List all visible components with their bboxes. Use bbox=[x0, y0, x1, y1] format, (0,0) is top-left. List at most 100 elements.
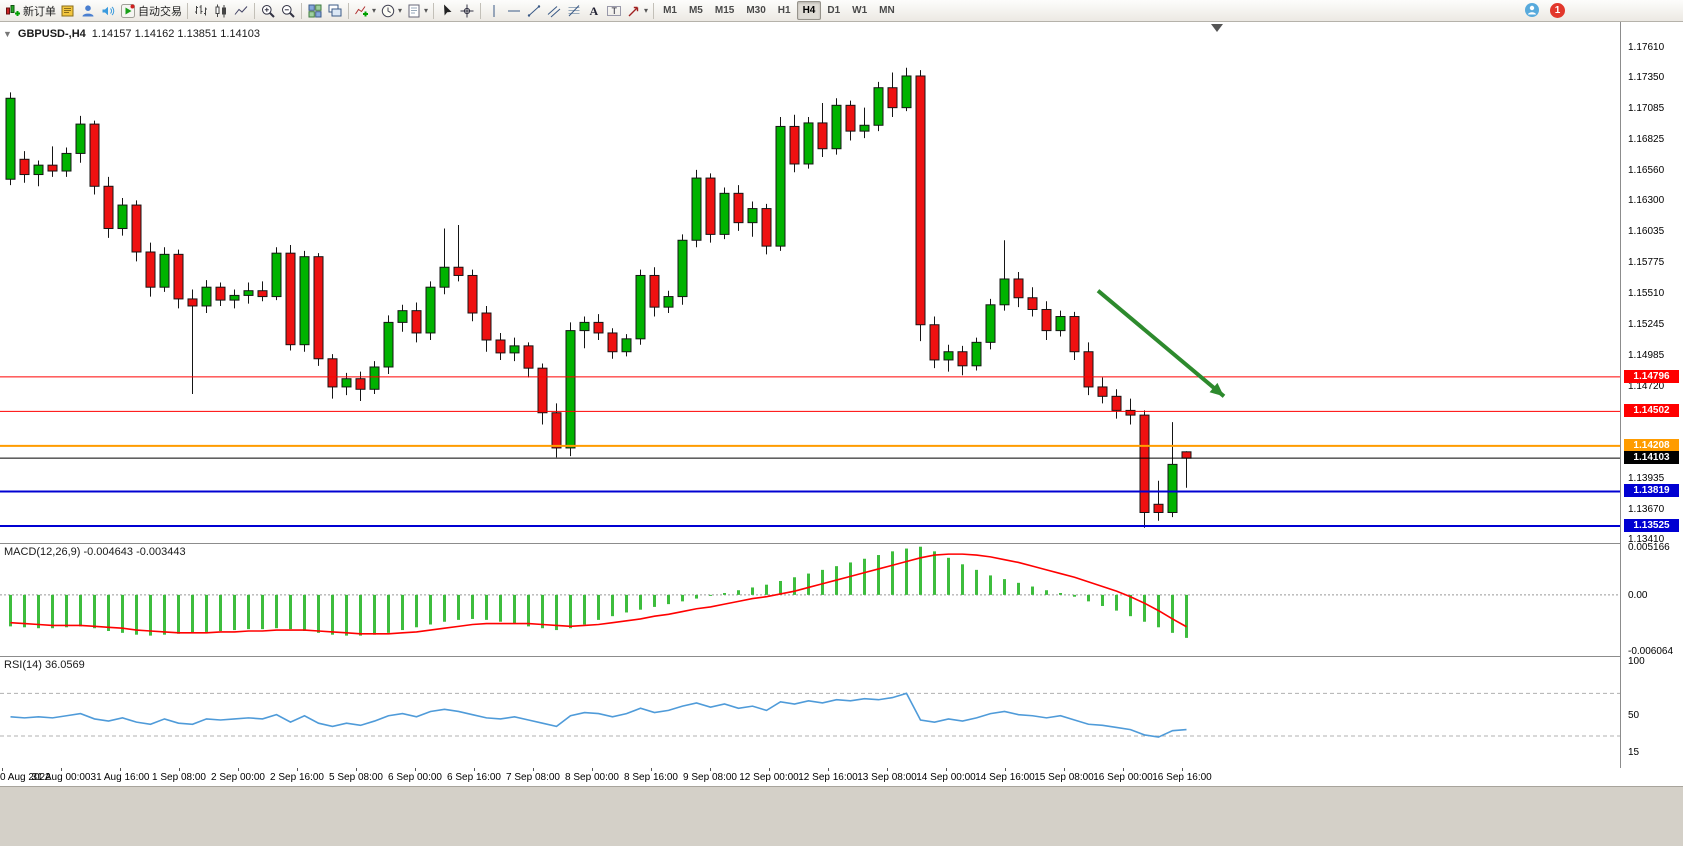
zoom-in-button[interactable] bbox=[258, 1, 278, 21]
candle-body-up bbox=[244, 291, 253, 296]
sound-button[interactable] bbox=[98, 1, 118, 21]
arrows-button[interactable]: ▾ bbox=[624, 1, 650, 21]
time-tick bbox=[356, 768, 357, 771]
crosshair-icon bbox=[459, 3, 475, 19]
timeframe-h4[interactable]: H4 bbox=[797, 1, 822, 20]
macd-histogram-bar bbox=[1031, 587, 1034, 595]
timeframe-m30[interactable]: M30 bbox=[740, 1, 771, 20]
time-tick bbox=[120, 768, 121, 771]
bars-icon bbox=[193, 3, 209, 19]
toolbar-separator bbox=[254, 3, 255, 19]
market-watch-button[interactable] bbox=[58, 1, 78, 21]
macd-histogram-bar bbox=[9, 595, 12, 626]
candle-body-up bbox=[230, 295, 239, 300]
candle-body-down bbox=[188, 299, 197, 306]
rsi-pane-canvas[interactable] bbox=[0, 656, 1620, 768]
line-chart-button[interactable] bbox=[231, 1, 251, 21]
new-order-button[interactable]: 新订单 bbox=[3, 1, 58, 21]
periods-button[interactable]: ▾ bbox=[378, 1, 404, 21]
candle-body-down bbox=[482, 313, 491, 340]
toolbar-right: 1 bbox=[1524, 2, 1565, 18]
vertical-line-button[interactable] bbox=[484, 1, 504, 21]
chart-shift-marker[interactable] bbox=[1211, 24, 1223, 32]
zoom-out-icon bbox=[280, 3, 296, 19]
macd-histogram-bar bbox=[541, 595, 544, 628]
time-label: 13 Sep 08:00 bbox=[857, 772, 917, 783]
macd-histogram-bar bbox=[1017, 583, 1020, 595]
candle-body-up bbox=[160, 254, 169, 287]
fibonacci-button[interactable] bbox=[564, 1, 584, 21]
time-tick bbox=[415, 768, 416, 771]
auto-trading-button[interactable]: 自动交易 bbox=[118, 1, 184, 21]
templates-button[interactable]: ▾ bbox=[404, 1, 430, 21]
time-label: 1 Sep 08:00 bbox=[152, 772, 206, 783]
main-chart-canvas[interactable] bbox=[0, 22, 1620, 543]
candle-body-down bbox=[552, 413, 561, 448]
macd-histogram-bar bbox=[625, 595, 628, 613]
chart-symbol-label: ▼ GBPUSD-,H4 1.14157 1.14162 1.13851 1.1… bbox=[3, 28, 260, 40]
horizontal-line-button[interactable] bbox=[504, 1, 524, 21]
candle-body-up bbox=[510, 346, 519, 353]
macd-histogram-bar bbox=[905, 549, 908, 595]
tile-windows-button[interactable] bbox=[305, 1, 325, 21]
macd-histogram-bar bbox=[1143, 595, 1146, 622]
timeframe-w1[interactable]: W1 bbox=[846, 1, 873, 20]
cursor-button[interactable] bbox=[437, 1, 457, 21]
candle-body-down bbox=[1028, 298, 1037, 310]
macd-histogram-bar bbox=[471, 595, 474, 619]
macd-histogram-bar bbox=[1059, 593, 1062, 595]
timeframe-m5[interactable]: M5 bbox=[683, 1, 709, 20]
candlestick-chart-button[interactable] bbox=[211, 1, 231, 21]
channel-button[interactable] bbox=[544, 1, 564, 21]
time-label: 14 Sep 00:00 bbox=[916, 772, 976, 783]
macd-histogram-bar bbox=[345, 595, 348, 636]
time-label: 12 Sep 00:00 bbox=[739, 772, 799, 783]
macd-pane-canvas[interactable] bbox=[0, 543, 1620, 656]
time-tick bbox=[887, 768, 888, 771]
timeframe-d1[interactable]: D1 bbox=[821, 1, 846, 20]
timeframe-m15[interactable]: M15 bbox=[709, 1, 740, 20]
indicators-button[interactable]: ▾ bbox=[352, 1, 378, 21]
candle-body-up bbox=[664, 297, 673, 308]
timeframe-h1[interactable]: H1 bbox=[772, 1, 797, 20]
time-label: 5 Sep 08:00 bbox=[329, 772, 383, 783]
macd-histogram-bar bbox=[807, 574, 810, 595]
candle-body-down bbox=[174, 254, 183, 299]
macd-histogram-bar bbox=[331, 595, 334, 635]
caret-down-icon: ▾ bbox=[398, 7, 402, 15]
time-label: 6 Sep 16:00 bbox=[447, 772, 501, 783]
zoom-out-button[interactable] bbox=[278, 1, 298, 21]
macd-histogram-bar bbox=[737, 590, 740, 595]
macd-histogram-bar bbox=[919, 547, 922, 595]
time-tick bbox=[297, 768, 298, 771]
candle-body-down bbox=[1154, 504, 1163, 512]
timeframe-mn[interactable]: MN bbox=[873, 1, 901, 20]
text-button[interactable]: A bbox=[584, 1, 604, 21]
crosshair-button[interactable] bbox=[457, 1, 477, 21]
time-tick bbox=[1064, 768, 1065, 771]
cascade-windows-button[interactable] bbox=[325, 1, 345, 21]
candle-body-down bbox=[90, 124, 99, 186]
macd-histogram-bar bbox=[289, 595, 292, 629]
label-button[interactable]: T bbox=[604, 1, 624, 21]
candle-body-down bbox=[1014, 279, 1023, 298]
data-window-button[interactable] bbox=[78, 1, 98, 21]
book-icon bbox=[60, 3, 76, 19]
macd-axis-tick: 0.005166 bbox=[1628, 542, 1670, 553]
timeframe-m1[interactable]: M1 bbox=[657, 1, 683, 20]
trendline-button[interactable] bbox=[524, 1, 544, 21]
macd-histogram-bar bbox=[261, 595, 264, 629]
notification-badge[interactable]: 1 bbox=[1550, 3, 1565, 18]
bar-chart-button[interactable] bbox=[191, 1, 211, 21]
caret-down-icon: ▾ bbox=[372, 7, 376, 15]
macd-histogram-bar bbox=[877, 555, 880, 595]
trend-arrow[interactable] bbox=[1098, 291, 1224, 397]
candle-body-down bbox=[314, 257, 323, 359]
one-click-trading-toggle[interactable]: ▼ bbox=[3, 29, 12, 39]
time-tick bbox=[533, 768, 534, 771]
candle-body-up bbox=[398, 311, 407, 323]
community-icon[interactable] bbox=[1524, 2, 1540, 18]
macd-histogram-bar bbox=[51, 595, 54, 628]
